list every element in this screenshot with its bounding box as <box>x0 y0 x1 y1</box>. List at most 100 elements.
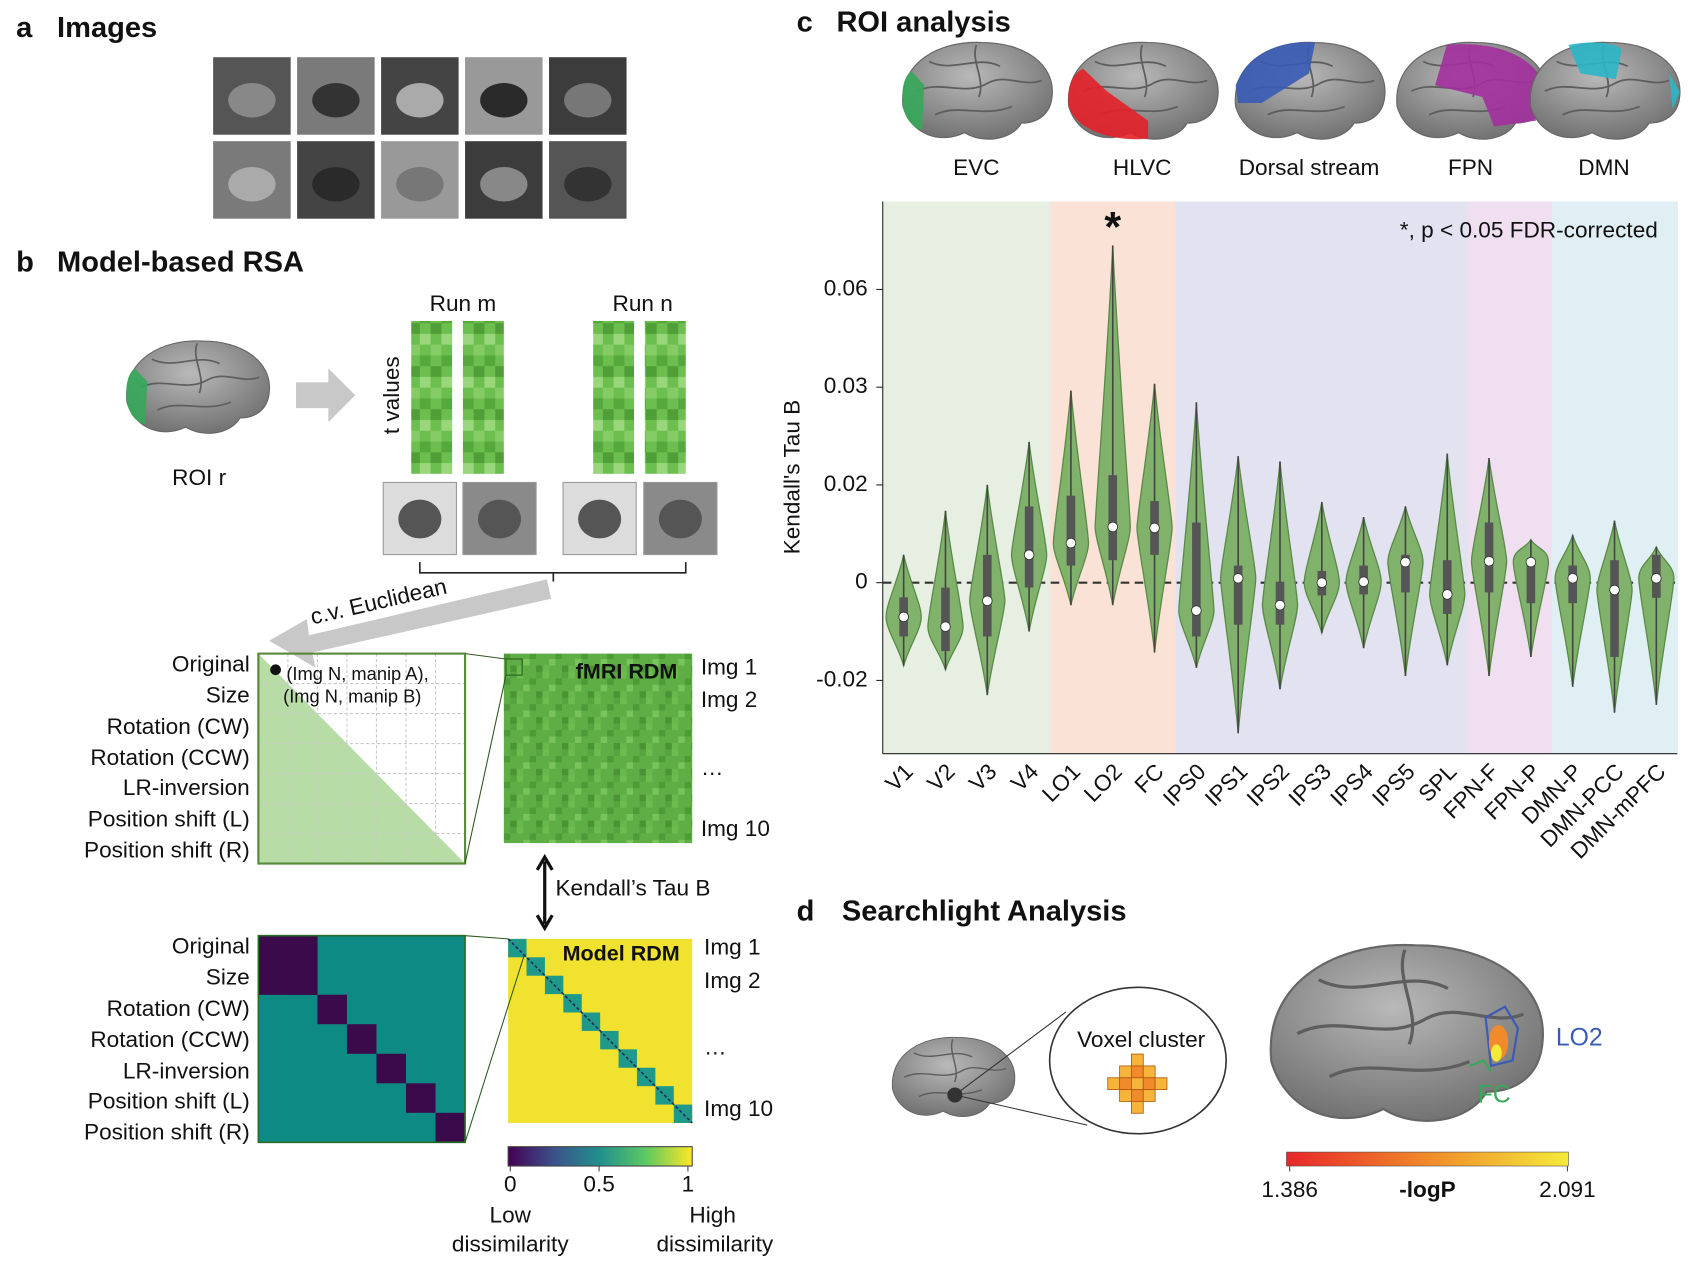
brain-icon <box>126 340 270 434</box>
y-tick-label: 0.03 <box>824 373 868 398</box>
roi-band <box>1300 201 1344 754</box>
brain-sulcus <box>928 60 1001 68</box>
label: dissimilarity <box>656 1232 773 1257</box>
median <box>1107 521 1119 533</box>
t-value-column <box>411 320 453 474</box>
brain-sulcus <box>1544 78 1670 92</box>
median <box>898 611 909 623</box>
label: Run n <box>613 291 673 316</box>
double-arrow <box>535 853 554 932</box>
label: dissimilarity <box>452 1232 569 1257</box>
content: a Images b Model-based RSA ROI r Run m Run n t … <box>16 7 1681 1257</box>
brain-shape <box>126 340 270 434</box>
voxel <box>1119 1077 1132 1091</box>
colorbar-tick-label: 2.091 <box>1539 1177 1596 1202</box>
median <box>1483 555 1495 567</box>
row-label: Rotation (CW) <box>107 714 250 739</box>
photo-detail <box>480 83 528 118</box>
brain-sulcus <box>934 105 1013 116</box>
median <box>1567 572 1578 584</box>
network-label: EVC <box>953 155 999 180</box>
t-value-column <box>644 320 686 474</box>
photo-detail <box>564 167 612 202</box>
median <box>1023 549 1035 561</box>
photo-detail <box>312 167 360 202</box>
x-tick-label: IPS3 <box>1284 759 1336 811</box>
significance-note: *, p < 0.05 FDR-corrected <box>1400 218 1658 243</box>
brain-icon <box>1396 41 1547 140</box>
brain-sulcus <box>194 343 202 394</box>
median <box>940 621 951 632</box>
matrix-frame <box>257 652 467 865</box>
img-label: … <box>704 1035 727 1060</box>
bracket <box>419 562 687 582</box>
brain-region <box>1568 42 1680 109</box>
photo-detail <box>228 167 276 202</box>
photo-detail <box>312 83 360 118</box>
img-label: … <box>701 755 724 780</box>
matrix-frame <box>257 934 466 1144</box>
y-axis-label: Kendall's Tau B <box>779 400 804 555</box>
brain-sulcus <box>1562 105 1640 116</box>
voxel <box>1119 1065 1132 1079</box>
photo-detail <box>564 83 612 118</box>
diag-block <box>317 994 347 1025</box>
photo-detail <box>480 167 528 202</box>
median <box>1441 589 1453 600</box>
x-tick-label: IPS0 <box>1158 759 1210 811</box>
voxel <box>1131 1089 1144 1102</box>
voxel <box>1142 1077 1156 1091</box>
row-label: Original <box>172 651 250 676</box>
fc-outline <box>1469 1059 1492 1072</box>
brain-sulcus <box>903 1066 1007 1078</box>
row-label: Rotation (CCW) <box>90 1027 249 1052</box>
iqr-box <box>1442 560 1452 614</box>
cluster-activation <box>1490 1044 1502 1062</box>
photo-detail <box>396 167 444 202</box>
brain-sulcus <box>950 1039 957 1083</box>
fmri-rdm <box>503 653 693 844</box>
roi-band <box>1342 201 1386 754</box>
brain-sulcus <box>1318 978 1449 990</box>
x-tick-label: LO2 <box>1079 759 1127 807</box>
iqr-box <box>1526 560 1536 604</box>
cell-dot <box>270 664 281 676</box>
brain-sulcus <box>157 401 232 411</box>
x-tick-label: IPS2 <box>1242 759 1294 811</box>
row-label: Position shift (R) <box>84 838 250 863</box>
brain-region <box>1235 42 1315 103</box>
brain-icon <box>1234 41 1386 140</box>
x-tick-label: V1 <box>881 759 918 796</box>
img-label: Img 2 <box>704 968 761 993</box>
diag-block <box>435 1112 466 1143</box>
brain-sulcus <box>151 358 220 365</box>
img-label: Img 10 <box>704 1096 773 1121</box>
brain-icon <box>902 41 1053 140</box>
colorbar-tick-label: 0.5 <box>583 1171 614 1196</box>
iqr-box <box>1610 560 1619 657</box>
arrow <box>269 579 552 668</box>
x-tick-label: LO1 <box>1037 759 1085 807</box>
y-tick-label: 0.02 <box>824 471 868 496</box>
label: Voxel cluster <box>1077 1027 1206 1052</box>
row-label: Rotation (CW) <box>107 996 250 1021</box>
row-label: Position shift (R) <box>84 1120 250 1145</box>
network-label: Dorsal stream <box>1239 155 1380 180</box>
zoom-lines <box>464 653 507 864</box>
median <box>1609 584 1620 596</box>
diag-block <box>406 1083 436 1113</box>
iqr-box <box>1024 506 1034 588</box>
row-label: Rotation (CCW) <box>90 745 249 770</box>
label: (Img N, manip B) <box>283 686 421 707</box>
median <box>1065 537 1077 549</box>
panel-title: Searchlight Analysis <box>842 896 1127 928</box>
voxel <box>1154 1077 1168 1091</box>
brain-sulcus <box>1267 105 1345 116</box>
brain-icon <box>1269 943 1544 1122</box>
iqr-box <box>1401 554 1410 593</box>
panel-letter: a <box>16 12 33 44</box>
brain-sulcus <box>974 44 982 98</box>
median <box>1525 556 1537 568</box>
median <box>1316 577 1328 588</box>
